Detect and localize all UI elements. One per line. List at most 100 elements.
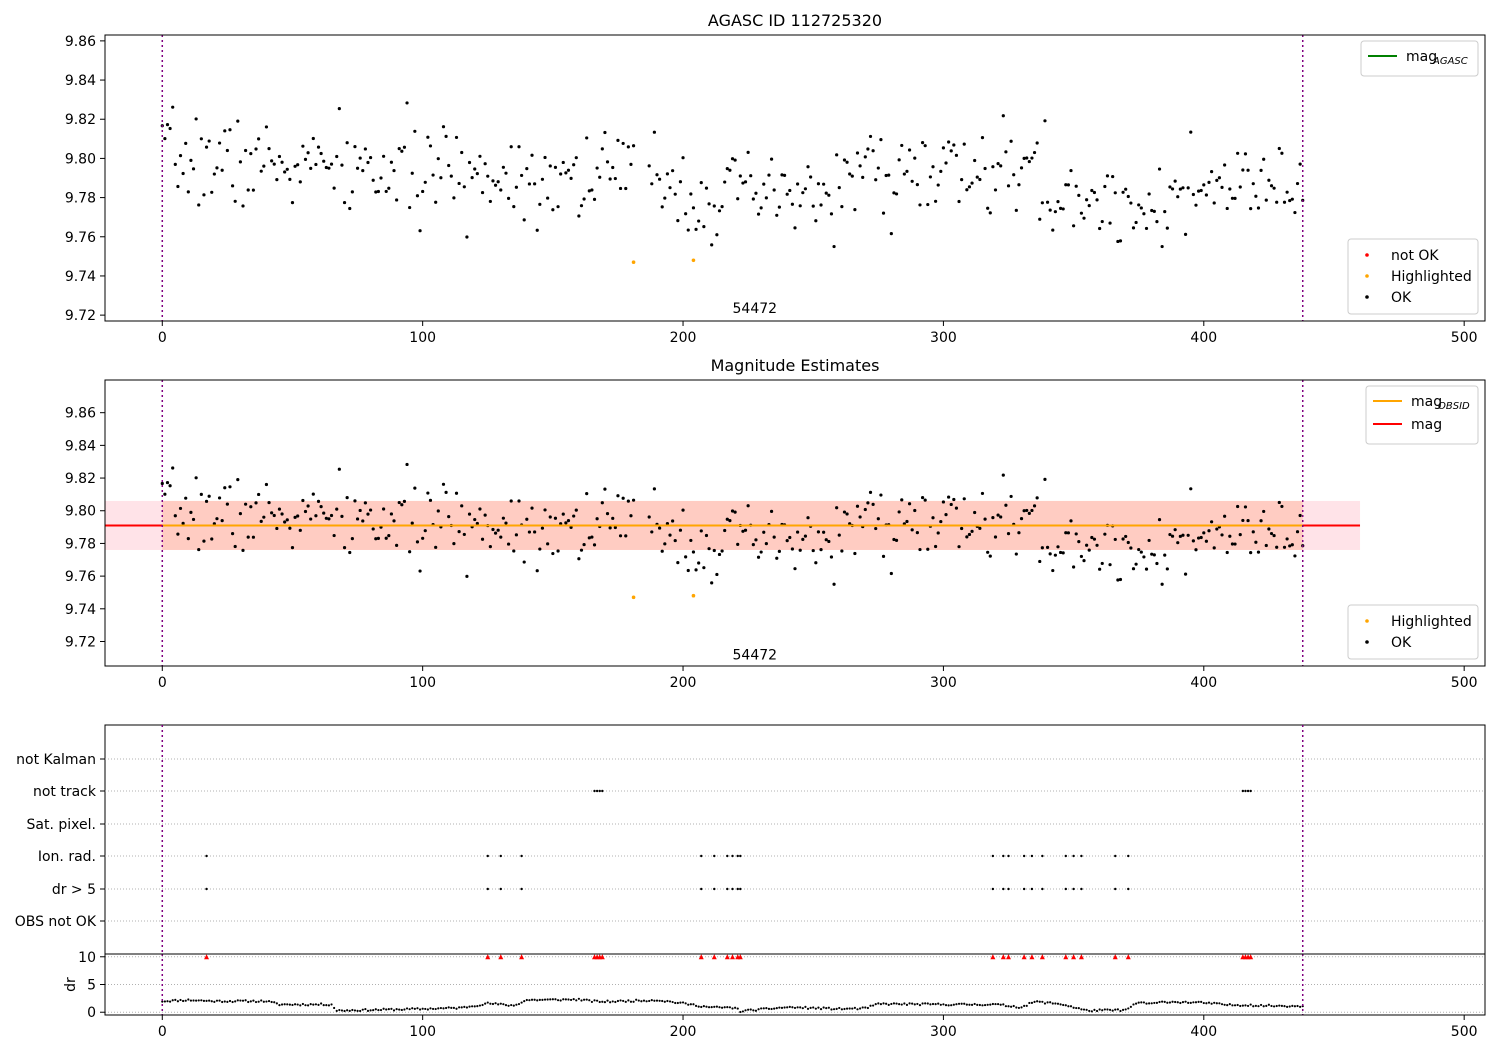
ok-point: [827, 193, 831, 197]
ok-point: [194, 117, 198, 121]
ok-point: [548, 164, 552, 168]
ok-point: [1098, 567, 1102, 571]
ok-point: [803, 187, 808, 191]
ok-point: [402, 145, 407, 149]
ok-point: [363, 147, 367, 151]
panel2-xtick-label: 500: [1451, 675, 1478, 691]
dr-point: [885, 1002, 888, 1005]
dr-point: [374, 1008, 377, 1011]
dr-point: [1246, 1004, 1250, 1008]
ok-point: [978, 526, 982, 530]
ok-point: [181, 521, 185, 525]
dr-point: [195, 999, 198, 1002]
flag-point: [713, 887, 716, 891]
ok-point: [1139, 206, 1143, 210]
dr-point: [280, 1003, 284, 1006]
ok-point: [762, 182, 766, 186]
dr-point: [661, 999, 664, 1003]
dr-point: [1171, 1000, 1174, 1003]
ok-point: [616, 494, 620, 498]
dr-point: [963, 1002, 966, 1005]
ok-point: [673, 538, 677, 543]
dr-point: [1080, 1008, 1083, 1011]
ok-point: [842, 510, 847, 514]
ok-point: [1168, 532, 1172, 537]
dr-ylabel: dr: [63, 977, 79, 992]
dr-point: [460, 1006, 463, 1009]
ok-point: [254, 501, 258, 505]
ok-point: [1032, 504, 1037, 508]
dr-point: [1244, 1004, 1247, 1007]
ok-point: [626, 145, 630, 149]
ok-point: [441, 482, 446, 486]
ok-point: [1173, 528, 1177, 532]
ok-point: [436, 509, 440, 513]
dr-flag-marker: [1078, 954, 1084, 960]
ok-point: [889, 231, 893, 236]
ok-point: [730, 509, 735, 513]
ok-point: [426, 491, 430, 495]
flag-point: [1080, 887, 1083, 891]
ok-point: [296, 163, 300, 167]
dr-point: [1202, 1001, 1205, 1005]
dr-point: [801, 1007, 804, 1010]
dr-point: [697, 1005, 700, 1008]
dr-point: [731, 1007, 734, 1010]
flag-point: [700, 854, 703, 858]
panel1-frame: [104, 34, 1486, 322]
legend-line-sub: OBSID: [1438, 401, 1470, 412]
ok-point: [363, 501, 367, 505]
dr-point: [335, 1009, 338, 1013]
ok-point: [624, 534, 628, 538]
ok-point: [595, 166, 599, 170]
dr-point: [1111, 1009, 1114, 1012]
legend-point-swatch: [1365, 274, 1369, 278]
ok-point: [756, 555, 761, 559]
dr-point: [163, 1000, 166, 1003]
ok-point: [796, 530, 800, 534]
ok-point: [230, 532, 235, 536]
flag-point: [499, 887, 502, 891]
dr-point: [1228, 1002, 1231, 1006]
ok-point: [871, 502, 875, 506]
ok-point: [993, 535, 998, 539]
ok-point: [965, 535, 969, 539]
ok-point: [793, 567, 797, 571]
dr-point: [1197, 1000, 1200, 1003]
ok-point: [993, 188, 998, 192]
flag-point: [1241, 789, 1245, 793]
ok-point: [324, 516, 328, 520]
dr-point: [619, 999, 622, 1002]
ok-point: [1134, 220, 1138, 225]
ok-point: [837, 533, 841, 537]
dr-point: [1085, 1008, 1088, 1011]
dr-point: [1036, 1000, 1039, 1003]
ok-point: [288, 526, 292, 530]
ok-point: [1113, 537, 1117, 542]
flag-point: [1030, 887, 1034, 891]
ok-point: [1058, 206, 1063, 211]
ok-point: [730, 157, 735, 161]
ok-point: [1056, 545, 1060, 549]
dr-point: [309, 1002, 312, 1006]
dr-point: [301, 1002, 304, 1006]
ok-point: [376, 189, 380, 194]
dr-point: [858, 1007, 862, 1010]
dr-point: [1210, 1002, 1213, 1005]
dr-point: [1088, 1009, 1091, 1013]
ok-point: [965, 188, 969, 192]
ok-point: [1277, 146, 1281, 151]
dr-point: [249, 1000, 252, 1003]
dr-point: [1025, 1004, 1028, 1007]
dr-point: [273, 1001, 276, 1004]
dr-point: [1249, 1003, 1252, 1006]
ok-point: [569, 525, 573, 529]
ok-point: [569, 176, 573, 180]
ok-point: [421, 536, 425, 540]
dr-point: [405, 1007, 409, 1010]
dr-point: [767, 1007, 771, 1010]
ok-point: [673, 192, 677, 196]
ok-point: [329, 513, 334, 518]
ok-point: [962, 142, 966, 146]
dr-point: [1007, 1005, 1010, 1008]
